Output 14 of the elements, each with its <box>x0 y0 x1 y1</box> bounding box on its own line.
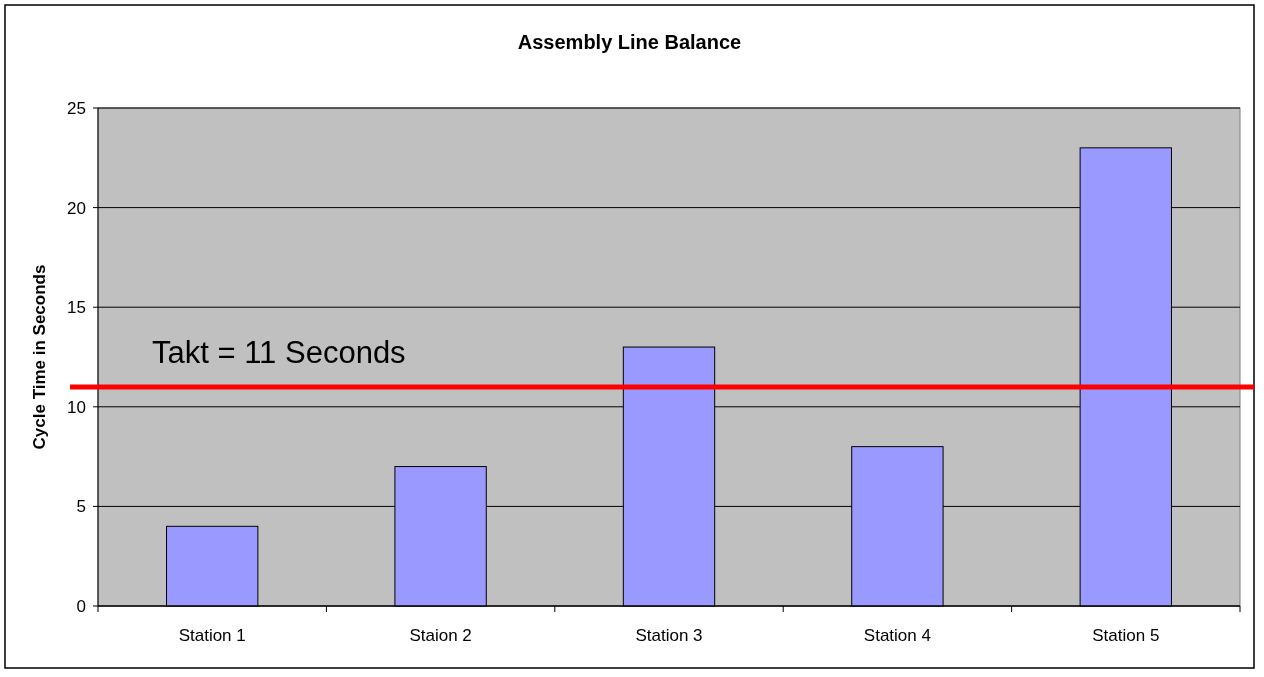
ref-line-label: Takt = 11 Seconds <box>152 334 406 370</box>
y-tick-label: 5 <box>76 497 86 517</box>
x-tick-label: Station 1 <box>178 626 246 645</box>
chart-title: Assembly Line Balance <box>517 31 742 53</box>
y-tick-label: 25 <box>67 98 86 118</box>
y-axis-title: Cycle Time in Seconds <box>30 264 49 450</box>
x-tick-label: Station 5 <box>1092 626 1160 645</box>
x-tick-label: Station 3 <box>635 626 703 645</box>
y-tick-label: 15 <box>67 298 86 318</box>
y-tick-label: 10 <box>67 397 86 417</box>
x-tick-label: Staion 2 <box>409 626 472 645</box>
y-tick-label: 20 <box>67 198 86 218</box>
y-tick-label: 0 <box>76 596 86 616</box>
x-tick-label: Station 4 <box>863 626 931 645</box>
